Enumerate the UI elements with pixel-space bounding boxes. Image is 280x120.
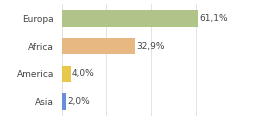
Text: 4,0%: 4,0% <box>72 69 94 78</box>
Text: 32,9%: 32,9% <box>136 42 165 51</box>
Bar <box>62 38 135 54</box>
Bar <box>62 66 71 82</box>
Bar <box>62 93 66 110</box>
Text: 2,0%: 2,0% <box>67 97 90 106</box>
Text: 61,1%: 61,1% <box>200 14 228 23</box>
Bar <box>62 10 199 27</box>
